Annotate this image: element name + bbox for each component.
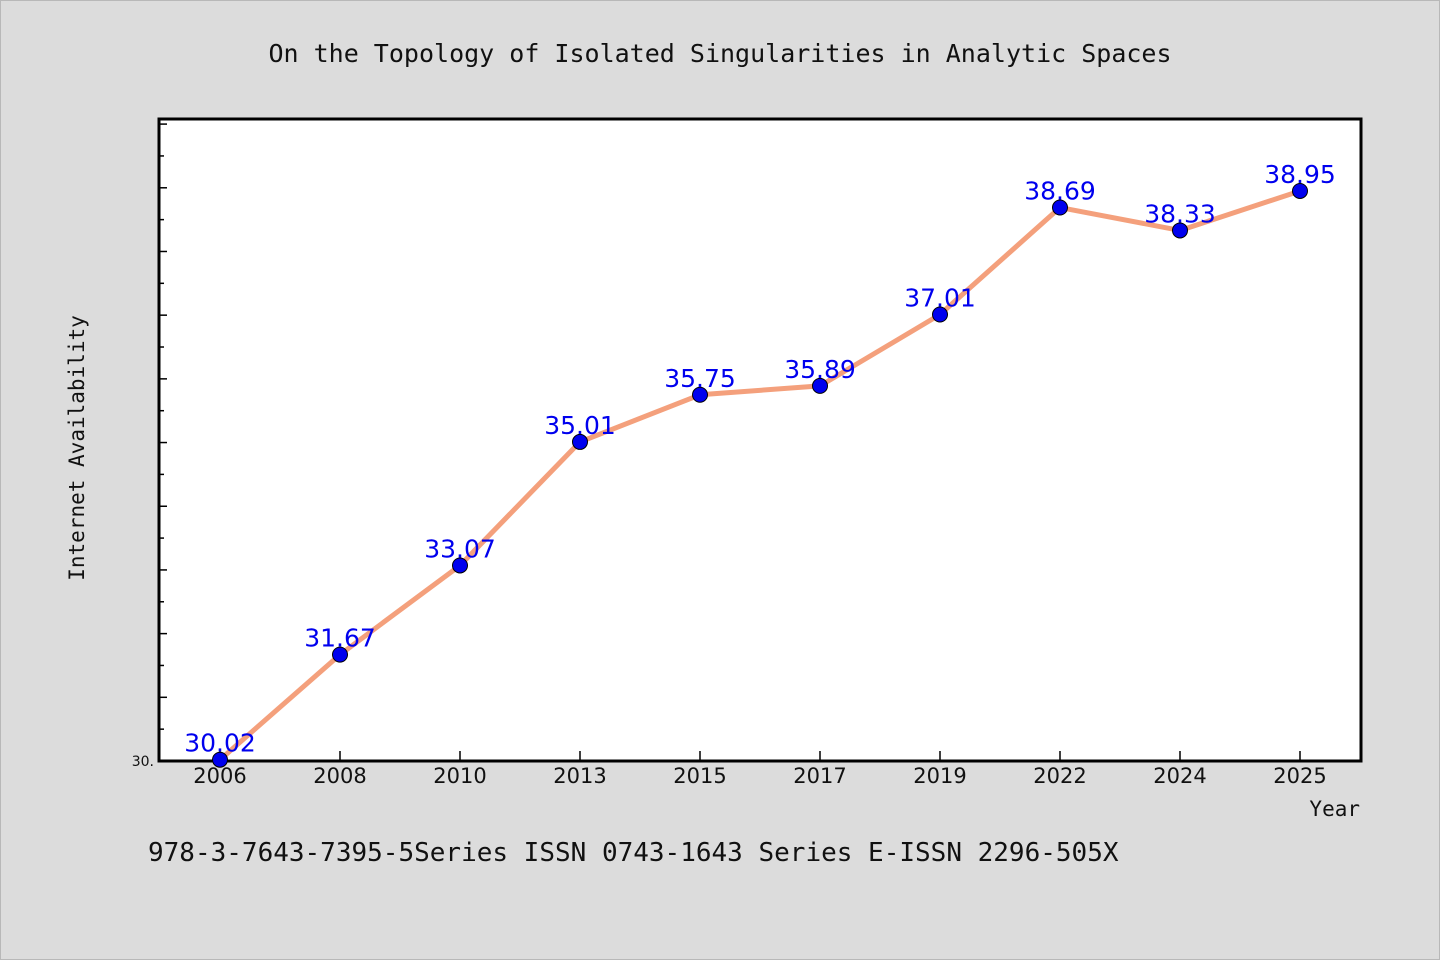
- x-axis-label: Year: [1309, 797, 1360, 821]
- series-line: [217, 188, 1303, 763]
- data-label: 38.33: [1144, 199, 1216, 228]
- y-axis-ticks: [159, 123, 167, 762]
- data-label: 35.89: [784, 355, 856, 384]
- data-point: [572, 433, 588, 450]
- chart-title: On the Topology of Isolated Singularitie…: [268, 39, 1171, 68]
- x-tick-label: 2008: [313, 764, 366, 788]
- data-point: [1052, 199, 1068, 216]
- x-tick-label: 2022: [1033, 764, 1086, 788]
- x-axis-ticks: 2006 2008 2010 2013 2015 2017 2019 2022 2024 2025: [193, 751, 1327, 788]
- x-tick-label: 2006: [193, 764, 246, 788]
- data-point: [1292, 182, 1308, 199]
- data-label: 30.02: [184, 729, 256, 758]
- x-tick-label: 2010: [433, 764, 486, 788]
- data-label: 35.75: [664, 364, 736, 393]
- data-label: 38.69: [1024, 177, 1096, 206]
- data-point: [932, 306, 948, 323]
- data-label: 33.07: [424, 534, 496, 563]
- y-axis-label: Internet Availability: [65, 315, 89, 581]
- data-point: [812, 377, 828, 394]
- data-label: 35.01: [544, 411, 616, 440]
- data-label: 38.95: [1264, 160, 1336, 189]
- x-tick-label: 2015: [673, 764, 726, 788]
- data-point: [212, 751, 228, 768]
- x-tick-label: 2013: [553, 764, 606, 788]
- series-layer: 30.02 31.67 33.07 35.01 35.75 35.89 37.01 38.69…: [184, 160, 1336, 768]
- data-point: [332, 646, 348, 663]
- data-point: [452, 557, 468, 574]
- x-tick-label: 2017: [793, 764, 846, 788]
- y-tick-label: 30.: [132, 754, 154, 770]
- footer-isbn-text: 978-3-7643-7395-5Series ISSN 0743-1643 S…: [148, 838, 1119, 868]
- x-tick-label: 2019: [913, 764, 966, 788]
- data-label: 37.01: [904, 284, 976, 313]
- data-point: [1172, 222, 1188, 239]
- x-tick-label: 2024: [1153, 764, 1206, 788]
- data-label: 31.67: [304, 624, 376, 653]
- x-tick-label: 2025: [1273, 764, 1326, 788]
- data-point: [692, 386, 708, 403]
